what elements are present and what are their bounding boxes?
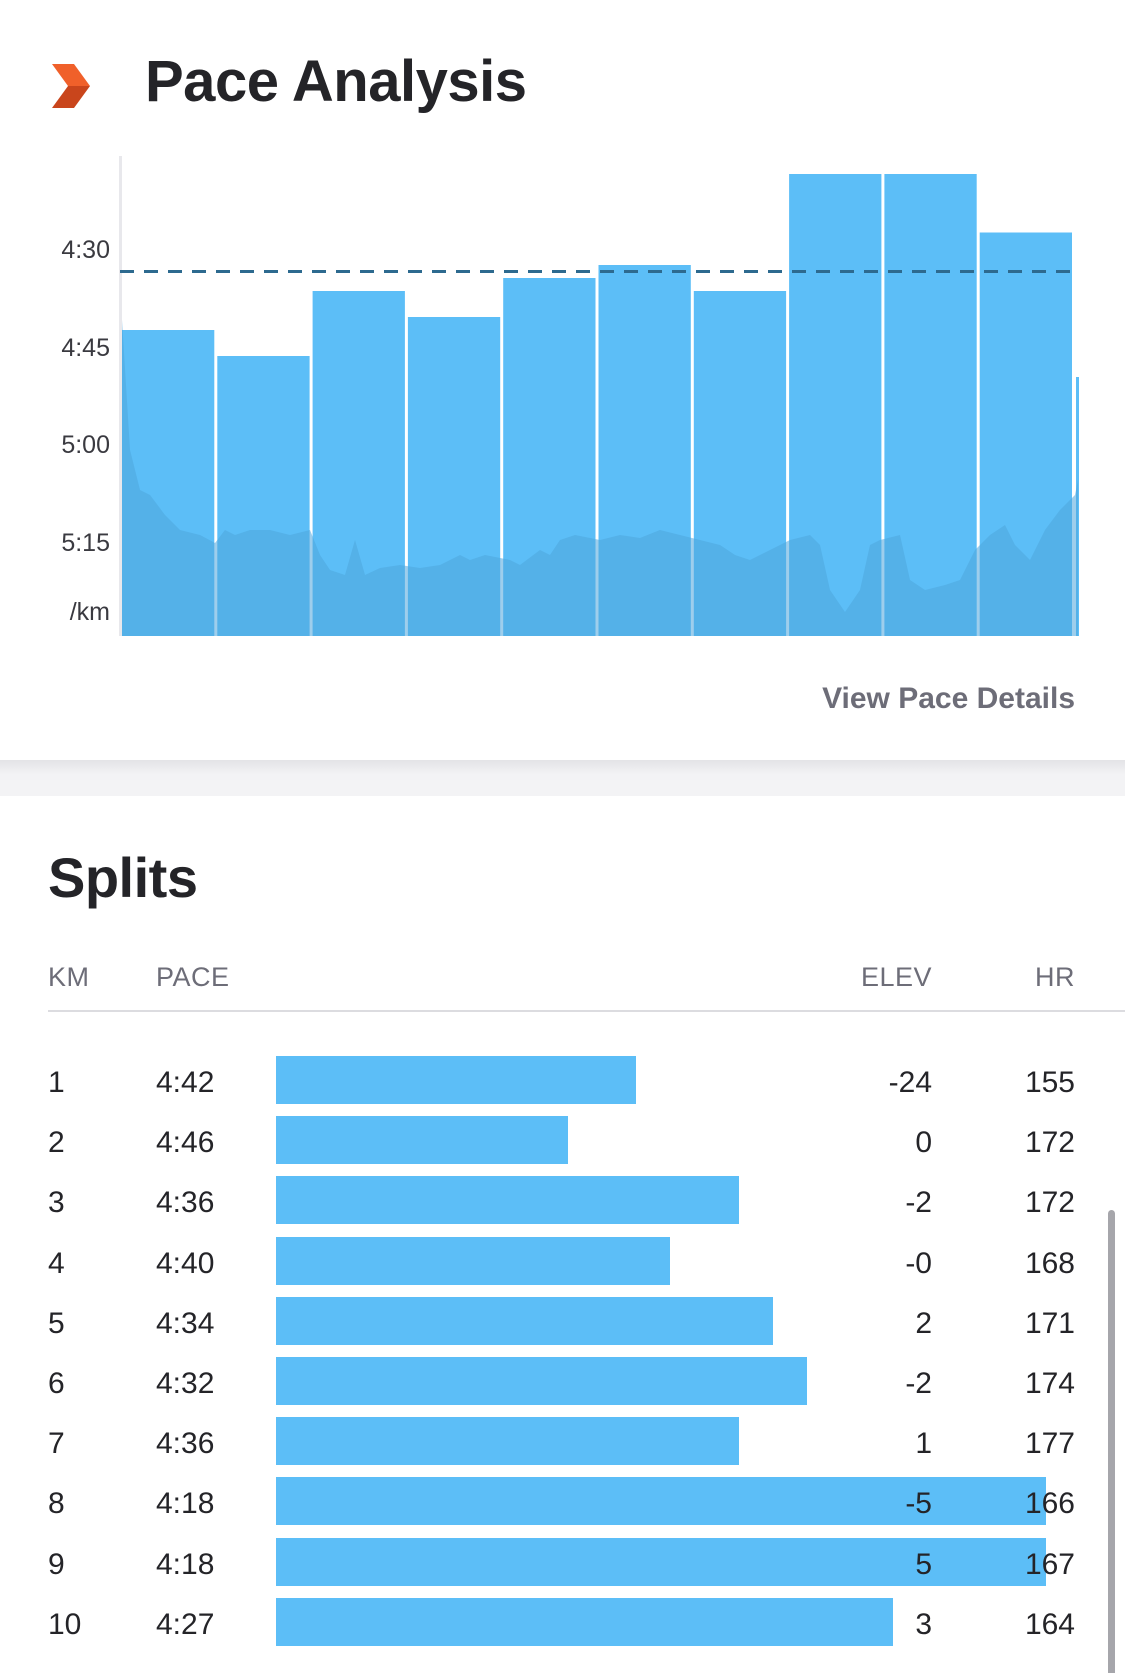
split-pace: 4:18 <box>156 1547 215 1581</box>
split-km: 10 <box>48 1607 82 1641</box>
split-heart-rate: 172 <box>1024 1126 1075 1160</box>
split-row[interactable]: 3 4:36 -2 172 <box>0 1176 1125 1236</box>
split-row[interactable]: 9 4:18 5 167 <box>0 1537 1125 1598</box>
split-pace: 4:32 <box>156 1367 215 1400</box>
split-km: 5 <box>48 1306 65 1340</box>
splits-title: Splits <box>48 846 198 909</box>
split-pace-bar <box>276 1296 773 1345</box>
split-heart-rate: 155 <box>1024 1066 1075 1099</box>
y-axis-tick-label: 4:45 <box>61 333 110 362</box>
split-row[interactable]: 8 4:18 -5 166 <box>0 1477 1125 1537</box>
split-pace-bar <box>276 1417 739 1466</box>
split-pace: 4:46 <box>156 1126 215 1160</box>
pace-analysis-title: Pace Analysis <box>145 49 527 114</box>
split-elevation: -2 <box>905 1186 932 1220</box>
split-elevation: -2 <box>905 1367 932 1400</box>
split-pace-bar <box>276 1176 739 1225</box>
split-heart-rate: 171 <box>1024 1306 1075 1340</box>
split-elevation: 3 <box>915 1607 932 1641</box>
split-elevation: -0 <box>905 1246 932 1280</box>
split-km: 4 <box>48 1246 65 1280</box>
split-pace: 4:34 <box>156 1306 215 1340</box>
scrollbar[interactable] <box>1108 1210 1115 1673</box>
split-heart-rate: 167 <box>1024 1547 1075 1581</box>
split-heart-rate: 177 <box>1024 1427 1075 1461</box>
split-row[interactable]: 4 4:40 -0 168 <box>0 1236 1125 1297</box>
split-elevation: -24 <box>888 1066 932 1099</box>
split-row[interactable]: 6 4:32 -2 174 <box>0 1357 1125 1417</box>
split-km: 6 <box>48 1367 65 1400</box>
split-pace-bar <box>276 1597 893 1646</box>
split-row[interactable]: 10 4:27 3 164 <box>0 1597 1125 1658</box>
split-elevation: 5 <box>915 1547 932 1581</box>
split-elevation: -5 <box>905 1487 932 1521</box>
split-km: 8 <box>48 1487 65 1521</box>
y-axis-unit-label: /km <box>69 598 110 626</box>
split-km: 7 <box>48 1427 65 1461</box>
split-pace-bar <box>276 1116 568 1165</box>
split-heart-rate: 164 <box>1024 1607 1075 1641</box>
column-header-pace: PACE <box>156 962 230 992</box>
split-pace: 4:36 <box>156 1186 215 1220</box>
split-heart-rate: 166 <box>1024 1487 1075 1521</box>
split-heart-rate: 172 <box>1024 1186 1075 1220</box>
section-divider <box>0 760 1125 796</box>
column-header-hr: HR <box>1035 962 1075 992</box>
split-elevation: 1 <box>915 1427 932 1461</box>
split-km: 1 <box>48 1066 65 1099</box>
y-axis-tick-label: 5:00 <box>61 431 110 459</box>
pace-chart[interactable]: 4:30 4:45 5:00 5:15 /km <box>0 150 1125 650</box>
split-pace: 4:18 <box>156 1487 215 1521</box>
split-elevation: 0 <box>915 1126 932 1160</box>
y-axis-tick-label: 5:15 <box>61 528 110 557</box>
header-divider <box>48 1010 1125 1012</box>
pace-analysis-header <box>52 46 92 126</box>
split-pace: 4:36 <box>156 1427 215 1461</box>
view-pace-details-link[interactable]: View Pace Details <box>822 682 1075 715</box>
split-row[interactable]: 7 4:36 1 177 <box>0 1417 1125 1477</box>
split-heart-rate: 174 <box>1024 1367 1075 1400</box>
split-row[interactable]: 2 4:46 0 172 <box>0 1116 1125 1176</box>
split-pace: 4:42 <box>156 1066 215 1099</box>
split-km: 2 <box>48 1126 65 1160</box>
pace-chart-svg <box>119 156 1079 636</box>
elevation-profile <box>122 320 1078 636</box>
split-row[interactable]: 1 4:42 -24 155 <box>0 1056 1125 1116</box>
split-pace-bar <box>276 1357 807 1405</box>
split-heart-rate: 168 <box>1024 1246 1075 1280</box>
split-pace-bar <box>276 1056 636 1104</box>
split-row[interactable]: 5 4:34 2 171 <box>0 1296 1125 1357</box>
split-km: 3 <box>48 1186 65 1220</box>
y-axis-tick-label: 4:30 <box>61 236 110 264</box>
chevron-logo-icon <box>52 64 92 108</box>
split-pace: 4:27 <box>156 1607 215 1641</box>
split-pace: 4:40 <box>156 1246 215 1280</box>
split-km: 9 <box>48 1547 65 1581</box>
chart-left-edge <box>119 156 122 636</box>
column-header-elev: ELEV <box>860 962 932 992</box>
split-pace-bar <box>276 1477 1046 1526</box>
split-elevation: 2 <box>915 1306 932 1340</box>
split-pace-bar <box>276 1537 1046 1586</box>
split-pace-bar <box>276 1236 670 1285</box>
column-header-km: KM <box>48 962 90 992</box>
